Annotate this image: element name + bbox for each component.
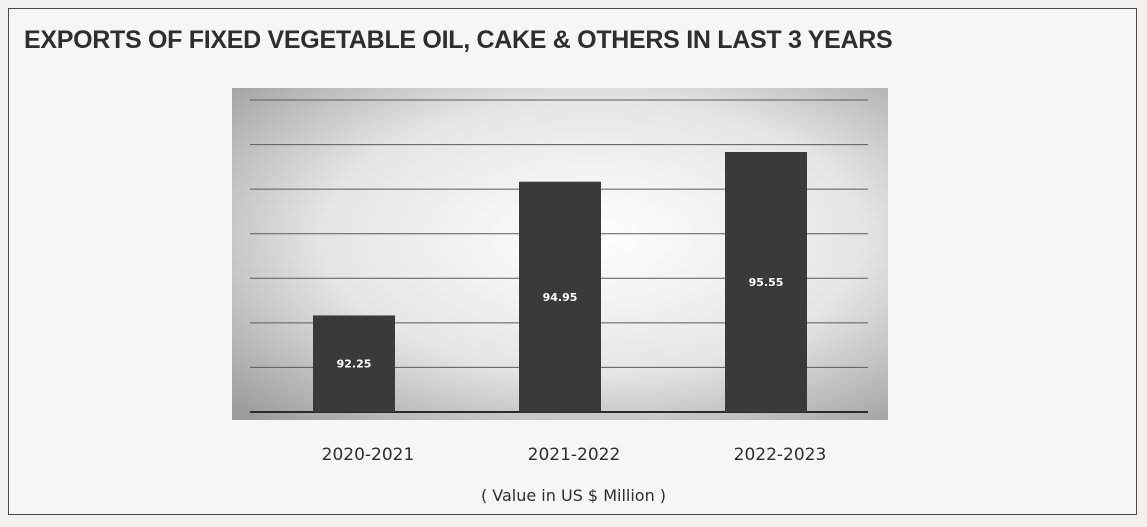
x-tick-label: 2020-2021 — [322, 445, 415, 465]
x-tick-label: 2022-2023 — [734, 445, 827, 465]
bar-2022-2023 — [725, 152, 807, 412]
bars — [313, 152, 807, 412]
data-label: 92.25 — [337, 358, 372, 371]
x-tick-label: 2021-2022 — [528, 445, 621, 465]
data-label: 95.55 — [749, 276, 784, 289]
bar-2020-2021 — [313, 315, 395, 412]
data-labels: 92.25 94.95 95.55 — [337, 276, 784, 371]
bar-2021-2022 — [519, 181, 601, 412]
chart-title: EXPORTS OF FIXED VEGETABLE OIL, CAKE & O… — [24, 26, 893, 54]
unit-note: ( Value in US $ Million ) — [480, 486, 667, 505]
x-tick-labels: 2020-2021 2021-2022 2022-2023 — [322, 445, 827, 465]
data-label: 94.95 — [543, 291, 578, 304]
